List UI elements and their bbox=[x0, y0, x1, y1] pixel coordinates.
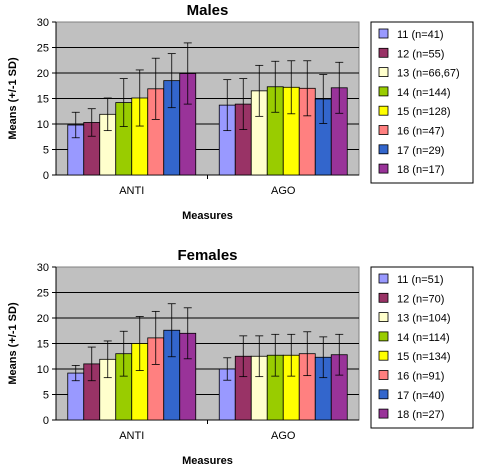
y-tick-label: 5 bbox=[43, 145, 49, 157]
legend-label: 16 (n=47) bbox=[397, 126, 444, 138]
x-tick-label: ANTI bbox=[119, 430, 144, 442]
y-tick-label: 0 bbox=[43, 170, 49, 182]
legend-box bbox=[370, 266, 474, 429]
legend-label: 17 (n=29) bbox=[397, 145, 444, 157]
legend-swatch bbox=[378, 28, 389, 39]
legend-swatch bbox=[378, 292, 389, 303]
legend-swatch bbox=[378, 273, 389, 284]
legend-swatch bbox=[378, 86, 389, 97]
x-axis-title: Measures bbox=[182, 455, 233, 467]
legend-swatch bbox=[378, 125, 389, 135]
legend: 11 (n=41) 12 (n=55) 13 (n=66,67) 14 (n=144)… bbox=[370, 21, 474, 184]
legend: 11 (n=51) 12 (n=70) 13 (n=104) 14 (n=114) 15… bbox=[370, 266, 474, 429]
legend-swatch bbox=[378, 105, 389, 116]
x-axis-title: Measures bbox=[182, 210, 233, 222]
y-tick-label: 15 bbox=[37, 339, 49, 351]
chart-panel-males: Males 0 5 10 15 20 25 30 ANTI AGO Measures Means (+… bbox=[7, 2, 474, 222]
y-tick-label: 10 bbox=[37, 119, 49, 131]
legend-label: 13 (n=66,67) bbox=[397, 68, 460, 80]
legend-swatch bbox=[378, 163, 389, 174]
legend-label: 18 (n=27) bbox=[397, 409, 444, 421]
y-tick-label: 20 bbox=[37, 313, 49, 325]
legend-label: 11 (n=51) bbox=[397, 274, 444, 286]
legend-label: 12 (n=55) bbox=[397, 48, 444, 60]
legend-label: 17 (n=40) bbox=[397, 390, 444, 402]
y-tick-label: 5 bbox=[43, 390, 49, 402]
x-tick-label: ANTI bbox=[119, 185, 144, 197]
legend-label: 15 (n=134) bbox=[397, 351, 451, 363]
chart-title: Males bbox=[187, 2, 229, 19]
legend-box bbox=[370, 21, 474, 184]
legend-label: 13 (n=104) bbox=[397, 313, 451, 325]
legend-swatch bbox=[378, 67, 389, 77]
y-tick-label: 30 bbox=[37, 17, 49, 29]
y-tick-label: 25 bbox=[37, 43, 49, 55]
legend-swatch bbox=[378, 47, 389, 58]
chart-title: Females bbox=[177, 247, 237, 264]
legend-label: 11 (n=41) bbox=[397, 29, 444, 41]
y-tick-label: 0 bbox=[43, 415, 49, 427]
legend-label: 14 (n=114) bbox=[397, 332, 450, 344]
legend-swatch bbox=[378, 389, 389, 400]
legend-label: 15 (n=128) bbox=[397, 106, 451, 118]
legend-label: 12 (n=70) bbox=[397, 293, 444, 305]
legend-swatch bbox=[378, 350, 389, 361]
y-axis-title: Means (+/-1 SD) bbox=[7, 57, 19, 140]
legend-swatch bbox=[378, 312, 389, 323]
legend-swatch bbox=[378, 408, 389, 419]
chart-panel-females: Females 0 5 10 15 20 25 30 ANTI AGO Measures Means … bbox=[7, 247, 474, 467]
y-tick-label: 30 bbox=[37, 262, 49, 274]
x-tick-label: AGO bbox=[271, 185, 296, 197]
legend-swatch bbox=[378, 370, 389, 380]
y-tick-label: 10 bbox=[37, 364, 49, 376]
legend-label: 16 (n=91) bbox=[397, 371, 444, 383]
y-tick-label: 20 bbox=[37, 68, 49, 80]
legend-label: 18 (n=17) bbox=[397, 164, 444, 176]
y-tick-label: 25 bbox=[37, 288, 49, 300]
legend-label: 14 (n=144) bbox=[397, 87, 451, 99]
y-tick-label: 15 bbox=[37, 94, 49, 106]
legend-swatch bbox=[378, 144, 389, 155]
y-axis-title: Means (+/-1 SD) bbox=[7, 302, 19, 385]
x-tick-label: AGO bbox=[271, 430, 296, 442]
legend-swatch bbox=[378, 331, 389, 342]
